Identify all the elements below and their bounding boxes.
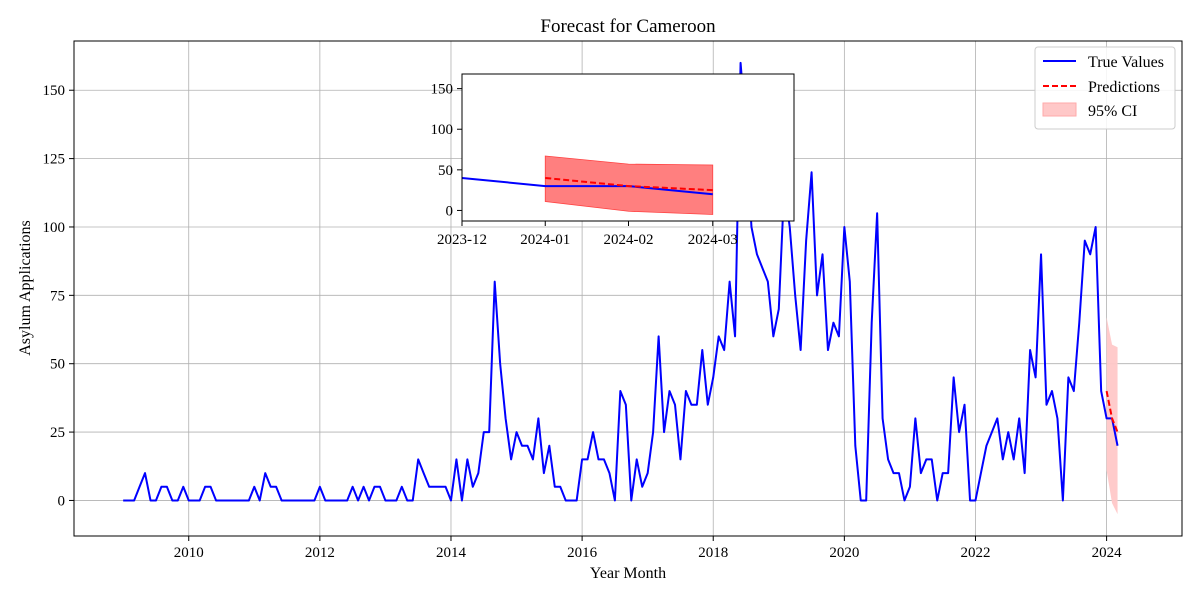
inset-y-tick-label: 0 — [446, 203, 454, 219]
y-tick-label: 25 — [50, 425, 65, 441]
x-tick-label: 2014 — [436, 545, 467, 561]
inset-y-tick-label: 150 — [431, 82, 454, 98]
x-tick-label: 2020 — [829, 545, 859, 561]
legend-pred-label: Predictions — [1088, 79, 1160, 96]
y-tick-label: 75 — [50, 288, 65, 304]
x-tick-label: 2016 — [567, 545, 598, 561]
predictions-line — [1105, 390, 1119, 433]
y-tick-label: 125 — [43, 152, 66, 168]
inset-y-ticks: 0 50 100 150 — [431, 82, 462, 219]
true-values-line — [123, 61, 1119, 502]
y-axis-ticks: 0 25 50 75 100 125 150 — [43, 83, 74, 509]
legend: True Values Predictions 95% CI — [1034, 46, 1176, 130]
legend-ci-label: 95% CI — [1088, 103, 1137, 120]
inset-pred-line — [545, 176, 713, 192]
y-tick-label: 50 — [50, 357, 65, 373]
inset-frame — [461, 73, 795, 222]
x-axis-ticks: 2010 2012 2014 2016 2018 2020 2022 2024 — [174, 536, 1122, 561]
legend-ci-swatch — [1042, 102, 1077, 117]
inset-y-tick-label: 50 — [438, 163, 453, 179]
inset-series-lines — [461, 176, 713, 196]
x-tick-label: 2010 — [174, 545, 204, 561]
inset-x-ticks: 2023-12 2024-01 2024-02 2024-03 — [437, 221, 738, 248]
x-tick-label: 2012 — [305, 545, 335, 561]
legend-true-label: True Values — [1088, 54, 1164, 71]
inset-x-tick-label: 2024-03 — [688, 232, 738, 248]
plot-area-frame — [73, 40, 1183, 537]
y-axis-label: Asylum Applications — [17, 220, 34, 356]
inset-chart: 2023-12 2024-01 2024-02 2024-03 0 50 100 150 — [431, 73, 795, 248]
inset-x-tick-label: 2024-01 — [520, 232, 570, 248]
y-tick-label: 100 — [43, 220, 66, 236]
x-tick-label: 2022 — [960, 545, 990, 561]
inset-true-line — [461, 176, 713, 196]
inset-x-tick-label: 2024-02 — [604, 232, 654, 248]
x-tick-label: 2024 — [1092, 545, 1123, 561]
inset-x-tick-label: 2023-12 — [437, 232, 487, 248]
ci-band — [1106, 317, 1118, 515]
x-tick-label: 2018 — [698, 545, 728, 561]
ci-band-group — [1106, 317, 1118, 515]
series-lines — [123, 61, 1119, 502]
inset-y-tick-label: 100 — [431, 122, 454, 138]
chart-title: Forecast for Cameroon — [540, 16, 716, 37]
y-tick-label: 0 — [58, 493, 66, 509]
y-tick-label: 150 — [43, 83, 66, 99]
x-axis-label: Year Month — [590, 565, 666, 582]
